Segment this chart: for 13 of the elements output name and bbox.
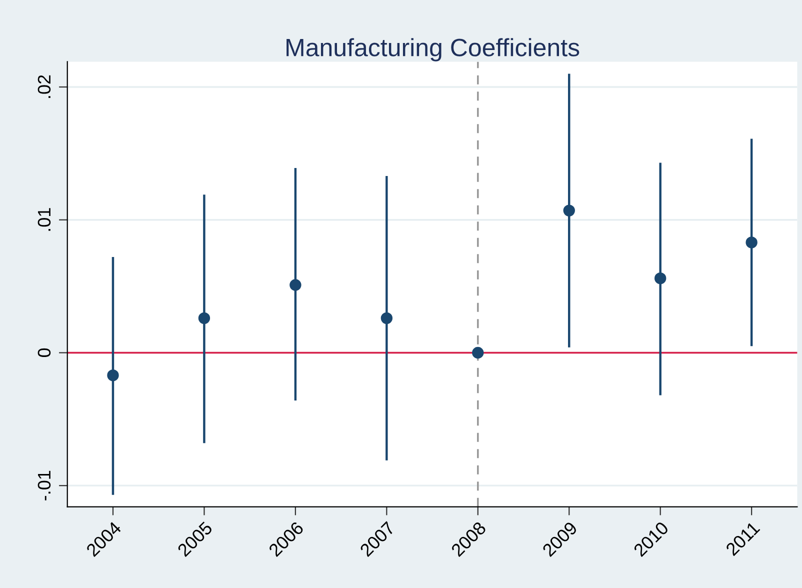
- y-tick-label: 0: [38, 348, 51, 358]
- y-tick-label: -.01: [38, 470, 51, 500]
- point: [290, 279, 302, 291]
- point: [746, 236, 758, 248]
- point: [107, 369, 119, 382]
- y-tick-label: .02: [38, 75, 51, 98]
- chart-title: Manufacturing Coefficients: [286, 38, 580, 62]
- point: [472, 346, 484, 359]
- point: [198, 312, 210, 324]
- y-tick-label: .01: [38, 208, 51, 231]
- point: [654, 272, 666, 284]
- point: [563, 204, 575, 216]
- point: [380, 312, 393, 324]
